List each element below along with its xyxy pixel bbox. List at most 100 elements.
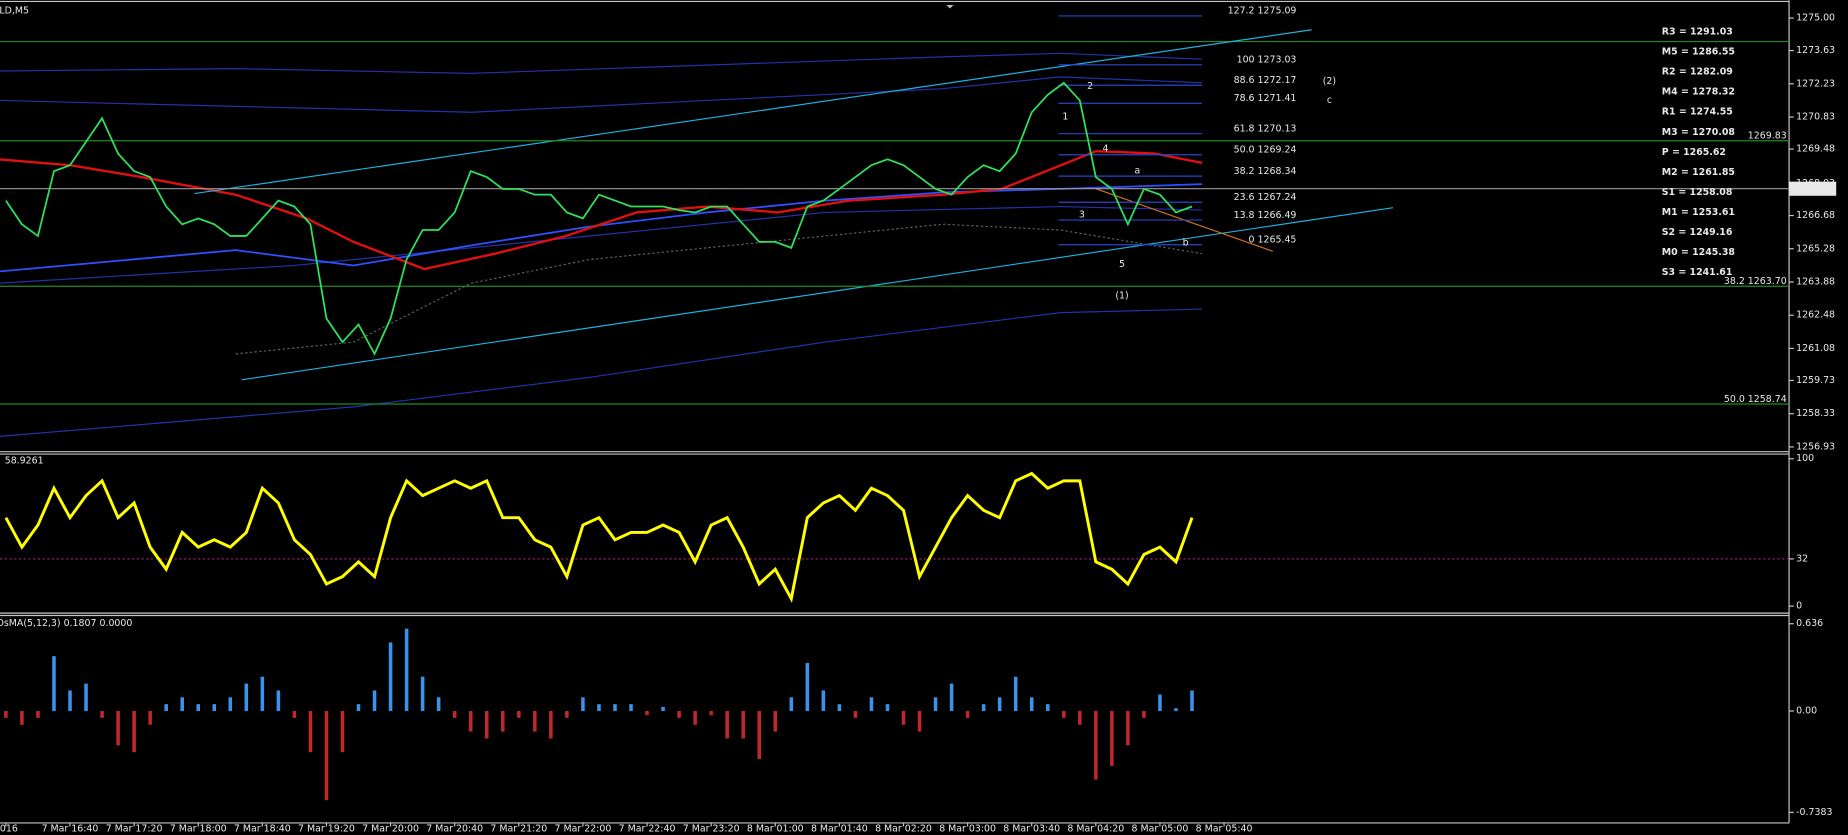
x-tick-label: 7 Mar 22:00 [555, 823, 612, 834]
y-tick-label: 1266.68 [1796, 210, 1835, 221]
bar [725, 711, 729, 739]
fib-label: 61.8 1270.13 [1234, 123, 1297, 134]
fib-label: 78.6 1271.41 [1234, 93, 1297, 104]
x-tick-label: 8 Mar 01:40 [811, 823, 868, 834]
y-tick-label: 0 [1796, 601, 1802, 612]
x-tick-label: 7 Mar 21:20 [490, 823, 547, 834]
x-tick-label: 7 Mar 20:00 [362, 823, 419, 834]
bar [436, 697, 441, 712]
pivot-label: M2 = 1261.85 [1662, 167, 1735, 178]
pivot-label: R2 = 1282.09 [1662, 67, 1733, 78]
x-tick-label: 8 Mar 02:20 [875, 823, 932, 834]
data-line [4, 471, 1194, 603]
bar [533, 711, 537, 732]
bar [645, 711, 649, 716]
fib-label: 0 1265.45 [1249, 235, 1297, 246]
bar [1158, 694, 1162, 712]
bar [885, 704, 890, 712]
x-tick-label: 8 Mar 03:40 [1003, 823, 1060, 834]
bar [501, 711, 505, 732]
bar [677, 711, 681, 718]
bar [933, 697, 938, 712]
bar [468, 711, 473, 732]
wave-label: b [1183, 238, 1189, 249]
x-tick-label: 7 Mar 17:20 [106, 823, 163, 834]
bar [404, 628, 409, 712]
bar [661, 706, 665, 712]
y-tick-label: 1273.63 [1796, 45, 1835, 56]
bar [196, 704, 201, 712]
bar [629, 704, 633, 712]
bar [420, 676, 425, 712]
y-tick-label: 1269.48 [1796, 144, 1835, 155]
data-line [5, 81, 1193, 356]
x-tick-label: 8 Mar 05:00 [1132, 823, 1189, 834]
bar [1094, 711, 1098, 780]
panel-title: OsMA(5,12,3) 0.1807 0.0000 [0, 618, 132, 629]
bar [84, 683, 88, 712]
bar [276, 690, 281, 712]
bar [180, 697, 184, 712]
bar [949, 683, 954, 712]
bar [68, 690, 72, 712]
panel-title: 58.9261 [5, 456, 44, 467]
x-tick-label: 7 Mar 18:40 [234, 823, 291, 834]
pivot-label: M4 = 1278.32 [1662, 87, 1735, 98]
y-tick-label: 0.636 [1796, 618, 1823, 629]
fib-label: 100 1273.03 [1237, 55, 1297, 66]
wave-label: 3 [1079, 209, 1085, 220]
bar [20, 711, 24, 725]
bar [581, 697, 585, 712]
bar [981, 704, 986, 712]
bar [693, 711, 697, 725]
bar [356, 704, 361, 712]
pivot-label: M5 = 1286.55 [1662, 47, 1735, 58]
bar [132, 711, 136, 753]
x-tick-label: 8 Mar 01:00 [747, 823, 804, 834]
bar [917, 711, 922, 732]
wave-label: 1 [1062, 111, 1068, 122]
bar [324, 711, 329, 801]
y-tick-label: 1256.93 [1796, 441, 1835, 452]
level-label: 1269.83 [1748, 131, 1787, 142]
wave-label: c [1327, 95, 1332, 106]
wave-label: (1) [1115, 291, 1128, 302]
y-tick-label: 1270.83 [1796, 112, 1835, 123]
bar [484, 711, 489, 739]
y-tick-label: -0.7383 [1796, 807, 1832, 818]
y-tick-label: 100 [1796, 453, 1814, 464]
pivot-label: M0 = 1245.38 [1662, 247, 1735, 258]
bar [517, 711, 521, 718]
fib-label: 23.6 1267.24 [1234, 192, 1297, 203]
bar [308, 711, 313, 753]
y-tick-label: 1259.73 [1796, 375, 1835, 386]
y-tick-label: 1272.23 [1796, 78, 1835, 89]
bar [1190, 690, 1194, 712]
pivot-label: S2 = 1249.16 [1662, 227, 1733, 238]
x-tick-label: 7 Mar 18:00 [170, 823, 227, 834]
indicators [0, 5, 1790, 437]
bar [613, 704, 617, 712]
bar [452, 711, 457, 718]
pivot-label: M1 = 1253.61 [1662, 207, 1735, 218]
pivot-label: M3 = 1270.08 [1662, 127, 1735, 138]
wave-label: 2 [1087, 81, 1093, 92]
y-tick-label: 1275.00 [1796, 13, 1835, 24]
x-tick-label: 8 Mar 05:40 [1196, 823, 1253, 834]
x-tick-label: 7 Mar 22:40 [619, 823, 676, 834]
x-tick-label: 7 Mar 23:20 [683, 823, 740, 834]
fib-label: 127.2 1275.09 [1228, 6, 1297, 17]
level-label: 38.2 1263.70 [1724, 276, 1787, 287]
bar [292, 711, 297, 718]
wave-label: (2) [1323, 76, 1336, 87]
bar [36, 711, 40, 718]
pivot-label: R3 = 1291.03 [1662, 27, 1733, 38]
y-tick-label: 1263.88 [1796, 276, 1835, 287]
bar [869, 697, 874, 712]
bar [789, 697, 794, 712]
bar [1062, 711, 1066, 718]
bar [100, 711, 104, 718]
panel-title: GOLD,M5 [0, 5, 29, 16]
bar [4, 711, 8, 718]
